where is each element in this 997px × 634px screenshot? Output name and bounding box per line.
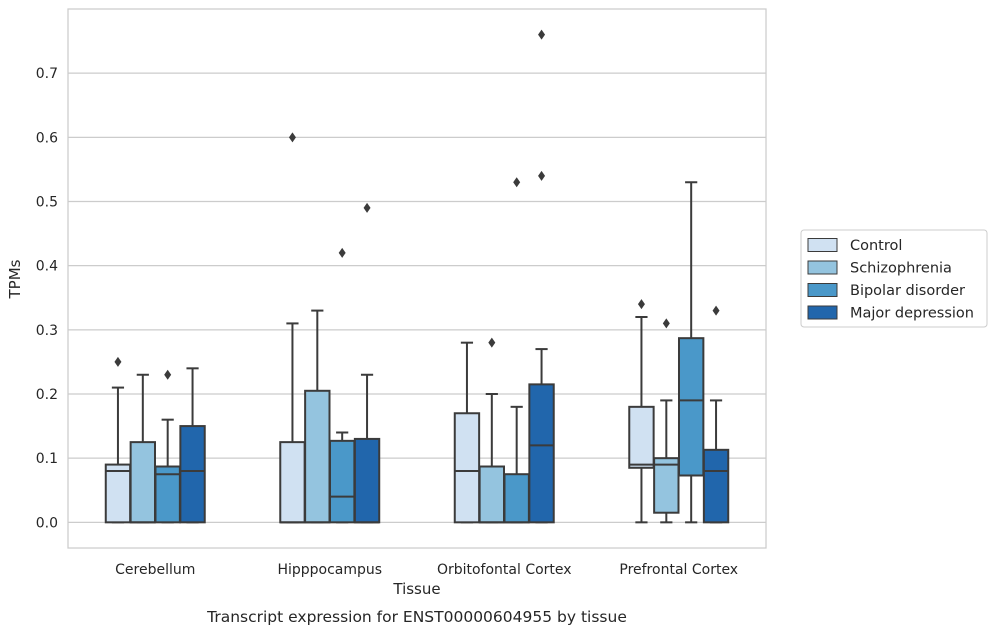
box-body <box>353 437 381 524</box>
box-0-2 <box>154 369 181 524</box>
box-body <box>453 412 481 524</box>
box-body <box>503 473 530 524</box>
box-1-1 <box>304 309 331 524</box>
outlier-point <box>538 29 546 40</box>
outlier-point <box>513 177 521 188</box>
x-tick-label: Cerebellum <box>115 562 195 578</box>
outlier-point <box>114 356 122 367</box>
box-body <box>279 441 306 524</box>
box-3-0 <box>628 299 655 524</box>
legend-label: Schizophrenia <box>850 261 952 277</box>
box-body <box>528 383 555 524</box>
box-3-3 <box>702 305 730 524</box>
legend-swatch <box>807 305 838 320</box>
box-1-3 <box>353 202 381 524</box>
outlier-point <box>338 247 346 258</box>
box-body <box>628 405 655 469</box>
box-body <box>702 448 730 524</box>
box-body <box>478 465 506 524</box>
y-tick-label: 0.7 <box>36 66 58 82</box>
outlier-point <box>538 170 546 181</box>
box-2-1 <box>478 337 506 524</box>
legend-frame <box>800 229 988 328</box>
outlier-point <box>288 132 296 143</box>
outlier-point <box>363 202 371 213</box>
y-tick-label: 0.0 <box>36 515 58 531</box>
outlier-point <box>488 337 496 348</box>
legend-label: Control <box>850 238 902 254</box>
box-2-3 <box>528 29 555 524</box>
box-0-1 <box>129 373 157 524</box>
box-body <box>653 457 680 514</box>
y-tick-label: 0.6 <box>36 130 58 146</box>
box-3-1 <box>653 318 680 524</box>
box-body <box>129 441 157 524</box>
box-body <box>677 337 705 477</box>
y-tick-label: 0.3 <box>36 323 58 339</box>
box-2-0 <box>453 341 481 524</box>
box-body <box>179 425 206 524</box>
y-tick-label: 0.4 <box>36 259 58 275</box>
y-tick-label: 0.1 <box>36 451 58 467</box>
y-tick-label: 0.5 <box>36 195 58 211</box>
legend-swatch <box>807 260 838 275</box>
plot-frame <box>67 8 767 549</box>
y-tick-labels: 0.0 0.1 0.2 0.3 0.4 0.5 0.6 0.7 <box>36 66 58 531</box>
legend-label: Major depression <box>850 306 974 322</box>
x-tick-labels: Cerebellum Hipppocampus Orbitofontal Corte… <box>115 562 738 578</box>
box-body <box>328 439 356 524</box>
y-tick-label: 0.2 <box>36 387 58 403</box>
legend: Control Schizophrenia Bipolar disorder Majo… <box>800 229 988 328</box>
box-3-2 <box>677 181 705 524</box>
outlier-point <box>164 369 172 380</box>
chart-caption: Transcript expression for ENST0000060495… <box>206 608 627 626</box>
box-2-2 <box>503 177 530 524</box>
box-1-0 <box>279 132 306 524</box>
outlier-point <box>637 299 645 310</box>
legend-swatch <box>807 238 838 252</box>
box-0-3 <box>179 367 206 524</box>
boxes <box>104 29 730 524</box>
outlier-point <box>712 305 720 316</box>
box-body <box>104 463 132 524</box>
outlier-point <box>662 318 670 329</box>
box-body <box>304 389 331 524</box>
x-tick-label: Hipppocampus <box>277 562 382 578</box>
y-axis-title: TPMs <box>6 259 24 299</box>
x-axis-title: Tissue <box>392 580 440 598</box>
legend-label: Bipolar disorder <box>850 283 965 299</box>
x-tick-label: Prefrontal Cortex <box>619 562 738 578</box>
legend-swatch <box>807 283 838 297</box>
x-tick-label: Orbitofontal Cortex <box>437 562 572 578</box>
